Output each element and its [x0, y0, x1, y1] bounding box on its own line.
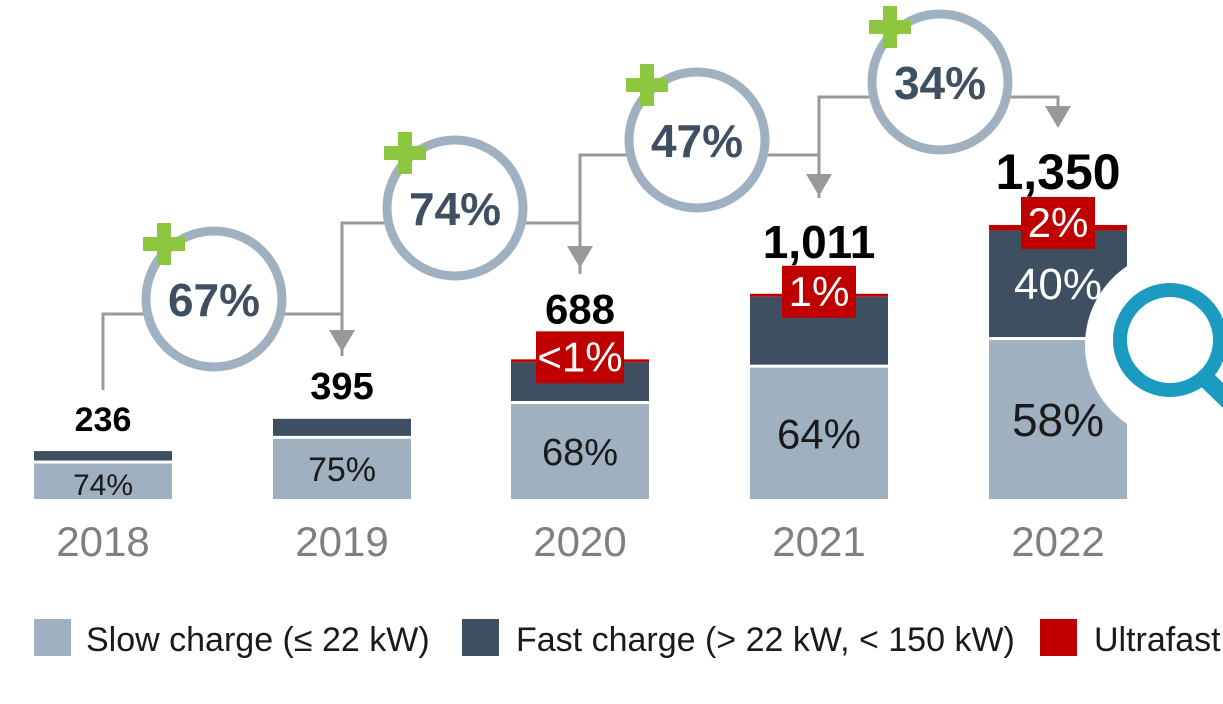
growth-circle: [867, 9, 1013, 155]
ultrafast-badge-label: <1%: [537, 333, 622, 380]
plus-icon: [640, 64, 654, 106]
plus-icon: [157, 223, 171, 265]
ultrafast-badge: [536, 331, 624, 384]
ultrafast-badge-label: 1%: [789, 268, 850, 315]
legend-label: Ultrafast: [1094, 621, 1221, 659]
plus-icon: [398, 132, 412, 174]
magnifier-icon: [1113, 283, 1223, 397]
x-tick-label: 2021: [772, 518, 865, 565]
bar-slow-label: 64%: [777, 410, 861, 457]
bar-slow-2018: [34, 463, 172, 499]
ultrafast-badge: [1021, 196, 1095, 249]
legend-swatch: [462, 619, 499, 656]
growth-label: 47%: [651, 115, 743, 167]
bar-slow-label: 68%: [542, 432, 618, 474]
growth-label: 67%: [168, 274, 260, 326]
bar-total-label: 1,011: [763, 216, 876, 268]
bar-slow-label: 75%: [308, 451, 376, 489]
x-tick-label: 2018: [56, 518, 149, 565]
bar-total-label: 1,350: [995, 144, 1120, 200]
legend-label: Slow charge (≤ 22 kW): [86, 621, 430, 659]
bar-fast-2019: [273, 418, 411, 436]
growth-arrowhead: [1045, 106, 1071, 128]
growth-circle: [382, 135, 528, 281]
x-tick-label: 2020: [533, 518, 626, 565]
bar-slow-label: 58%: [1012, 394, 1104, 446]
ultrafast-badge-label: 2%: [1028, 199, 1089, 246]
bar-fast-2018: [34, 451, 172, 461]
bar-slow-2021: [750, 367, 888, 499]
bar-slow-label: 74%: [73, 469, 133, 502]
bar-total-label: 236: [75, 401, 132, 439]
growth-circle: [624, 67, 770, 213]
bar-total-label: 395: [310, 366, 373, 408]
bar-fast-label: 40%: [1014, 260, 1102, 309]
legend-swatch: [1040, 619, 1077, 656]
bar-slow-2020: [511, 404, 649, 499]
legend-swatch: [34, 619, 71, 656]
x-tick-label: 2022: [1011, 518, 1104, 565]
x-tick-label: 2019: [295, 518, 388, 565]
bar-total-label: 688: [545, 285, 615, 332]
bar-slow-2019: [273, 438, 411, 499]
growth-label: 74%: [409, 183, 501, 235]
plus-icon: [883, 6, 897, 48]
growth-circle: [141, 226, 287, 372]
ultrafast-badge: [782, 265, 856, 318]
legend-label: Fast charge (> 22 kW, < 150 kW): [516, 621, 1015, 659]
growth-label: 34%: [894, 57, 986, 109]
